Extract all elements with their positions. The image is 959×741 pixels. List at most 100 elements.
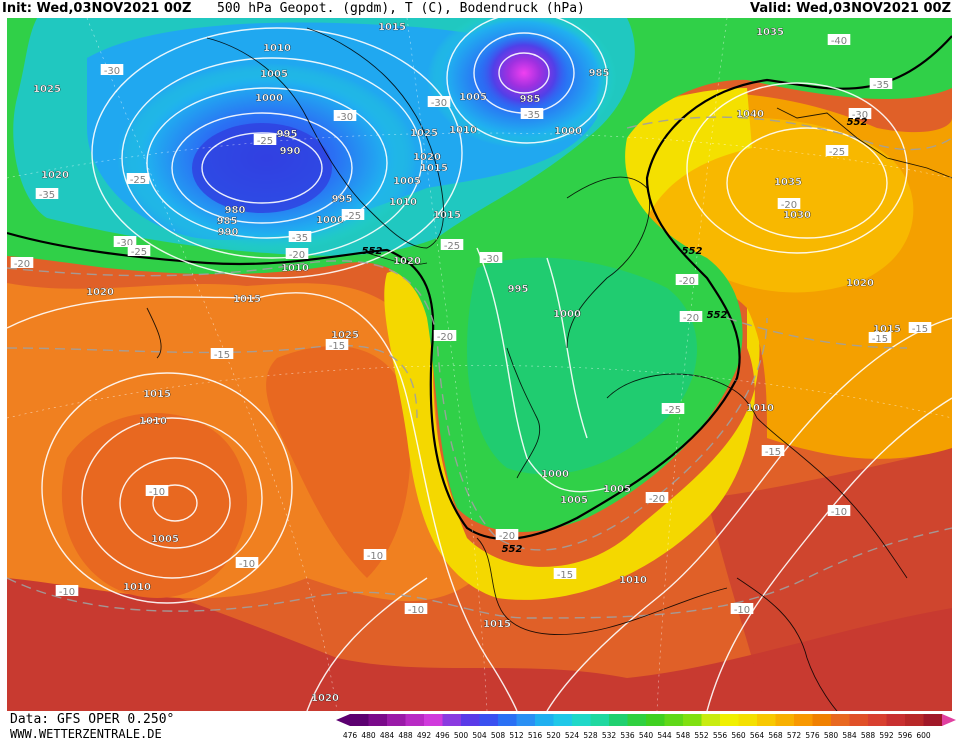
legend-value: 536: [620, 731, 635, 740]
temperature-label: -30: [113, 236, 137, 249]
legend-swatch: [479, 714, 499, 726]
legend-value: 592: [879, 731, 894, 740]
temperature-label: -35: [288, 231, 312, 244]
pressure-label-text: 1020: [846, 278, 874, 289]
temperature-label: -10: [235, 557, 259, 570]
temperature-label: -20: [433, 330, 457, 343]
field-green-core: [467, 257, 697, 475]
pressure-label: 1015: [420, 163, 448, 174]
pressure-label-text: 1015: [873, 324, 901, 335]
temperature-label-text: -10: [734, 605, 750, 616]
pressure-label-text: 1010: [263, 43, 291, 54]
temperature-label-text: -10: [239, 559, 255, 570]
legend-value: 548: [676, 731, 691, 740]
temperature-label: -25: [661, 403, 685, 416]
temperature-label-text: -30: [852, 110, 868, 121]
temperature-label: -15: [210, 348, 234, 361]
legend-value: 540: [639, 731, 654, 740]
temperature-label-text: -35: [292, 233, 308, 244]
temperature-label: -10: [363, 549, 387, 562]
temperature-label-text: -40: [831, 36, 847, 47]
pressure-label: 985: [216, 216, 237, 227]
init-time: Init: Wed,03NOV2021 00Z: [2, 1, 192, 16]
pressure-label: 1005: [560, 495, 588, 506]
pressure-label-text: 1010: [123, 582, 151, 593]
temperature-label: -30: [100, 64, 124, 77]
pressure-label-text: 1040: [736, 109, 764, 120]
legend-value: 584: [842, 731, 857, 740]
pressure-label: 1015: [143, 389, 171, 400]
pressure-label: 1005: [393, 176, 421, 187]
pressure-label-text: 995: [277, 129, 298, 140]
legend-value: 576: [805, 731, 820, 740]
pressure-label-text: 1020: [41, 170, 69, 181]
temperature-label-text: -30: [431, 98, 447, 109]
pressure-label: 1000: [316, 215, 344, 226]
temperature-label: -20: [679, 311, 703, 324]
pressure-label-text: 1015: [143, 389, 171, 400]
legend-value: 480: [361, 731, 376, 740]
footer-bar: Data: GFS OPER 0.250° WWW.WETTERZENTRALE…: [0, 711, 959, 741]
isohypse-label: 552: [682, 246, 703, 257]
temperature-label: -20: [645, 492, 669, 505]
pressure-label: 1000: [553, 309, 581, 320]
pressure-label: 1025: [33, 84, 61, 95]
isotherms: [7, 116, 952, 619]
legend-swatch: [368, 714, 388, 726]
legend-swatch: [720, 714, 739, 726]
pressure-label: 1040: [736, 109, 764, 120]
pressure-label-text: 1000: [553, 309, 581, 320]
data-source: Data: GFS OPER 0.250°: [10, 712, 175, 727]
pressure-label: 1000: [554, 126, 582, 137]
temperature-label-text: -30: [117, 238, 133, 249]
temperature-label-text: -25: [257, 136, 273, 147]
field-ne-yellow: [623, 88, 752, 218]
valid-time: Valid: Wed,03NOV2021 00Z: [750, 1, 951, 16]
pressure-label-text: 1010: [449, 125, 477, 136]
pressure-label: 1020: [393, 256, 421, 267]
field-south-deep: [7, 538, 952, 711]
temperature-label: -15: [761, 445, 785, 458]
pressure-label-text: 1010: [389, 197, 417, 208]
legend-swatch: [590, 714, 610, 726]
pressure-label-text: 1015: [433, 210, 461, 221]
temperature-label: -15: [908, 322, 932, 335]
pressure-label-text: 1015: [483, 619, 511, 630]
pressure-label: 1020: [846, 278, 874, 289]
temperature-label-text: -20: [649, 494, 665, 505]
temperature-label: -30: [427, 96, 451, 109]
legend-value: 476: [343, 731, 358, 740]
temperature-label-text: -25: [829, 147, 845, 158]
pressure-label: 1005: [151, 534, 179, 545]
legend-value: 524: [565, 731, 580, 740]
temperature-label-text: -10: [408, 605, 424, 616]
legend-swatch: [849, 714, 869, 726]
temperature-label: -25: [825, 145, 849, 158]
temperature-label: -35: [35, 188, 59, 201]
temperature-label-text: -15: [872, 334, 888, 345]
pressure-label: 990: [279, 146, 300, 157]
legend-arrow-right: [942, 714, 956, 726]
pressure-label-text: 1015: [378, 22, 406, 33]
temperature-label-text: -15: [557, 570, 573, 581]
temperature-label: -15: [553, 568, 577, 581]
pressure-label-text: 1010: [746, 403, 774, 414]
legend-swatch: [868, 714, 887, 726]
pressure-label-text: 1010: [619, 575, 647, 586]
legend-value: 596: [898, 731, 913, 740]
temperature-label: -35: [520, 108, 544, 121]
weather-map: 1015101010051000995990985980990100510101…: [7, 18, 952, 711]
isohypse-label-text: 552: [682, 246, 703, 257]
temperature-label: -25: [126, 173, 150, 186]
legend-swatch: [405, 714, 425, 726]
pressure-label-text: 1030: [783, 210, 811, 221]
pressure-label-text: 1020: [311, 693, 339, 704]
legend-value: 528: [583, 731, 598, 740]
temperature-label-text: -35: [873, 80, 889, 91]
color-legend: 476 480 484 488 492 496 500 504 508 512 516 520 524 5…: [336, 714, 956, 740]
legend-swatch: [461, 714, 480, 726]
pressure-label: 1005: [459, 92, 487, 103]
legend-swatch: [831, 714, 850, 726]
temperature-label-text: -20: [679, 276, 695, 287]
